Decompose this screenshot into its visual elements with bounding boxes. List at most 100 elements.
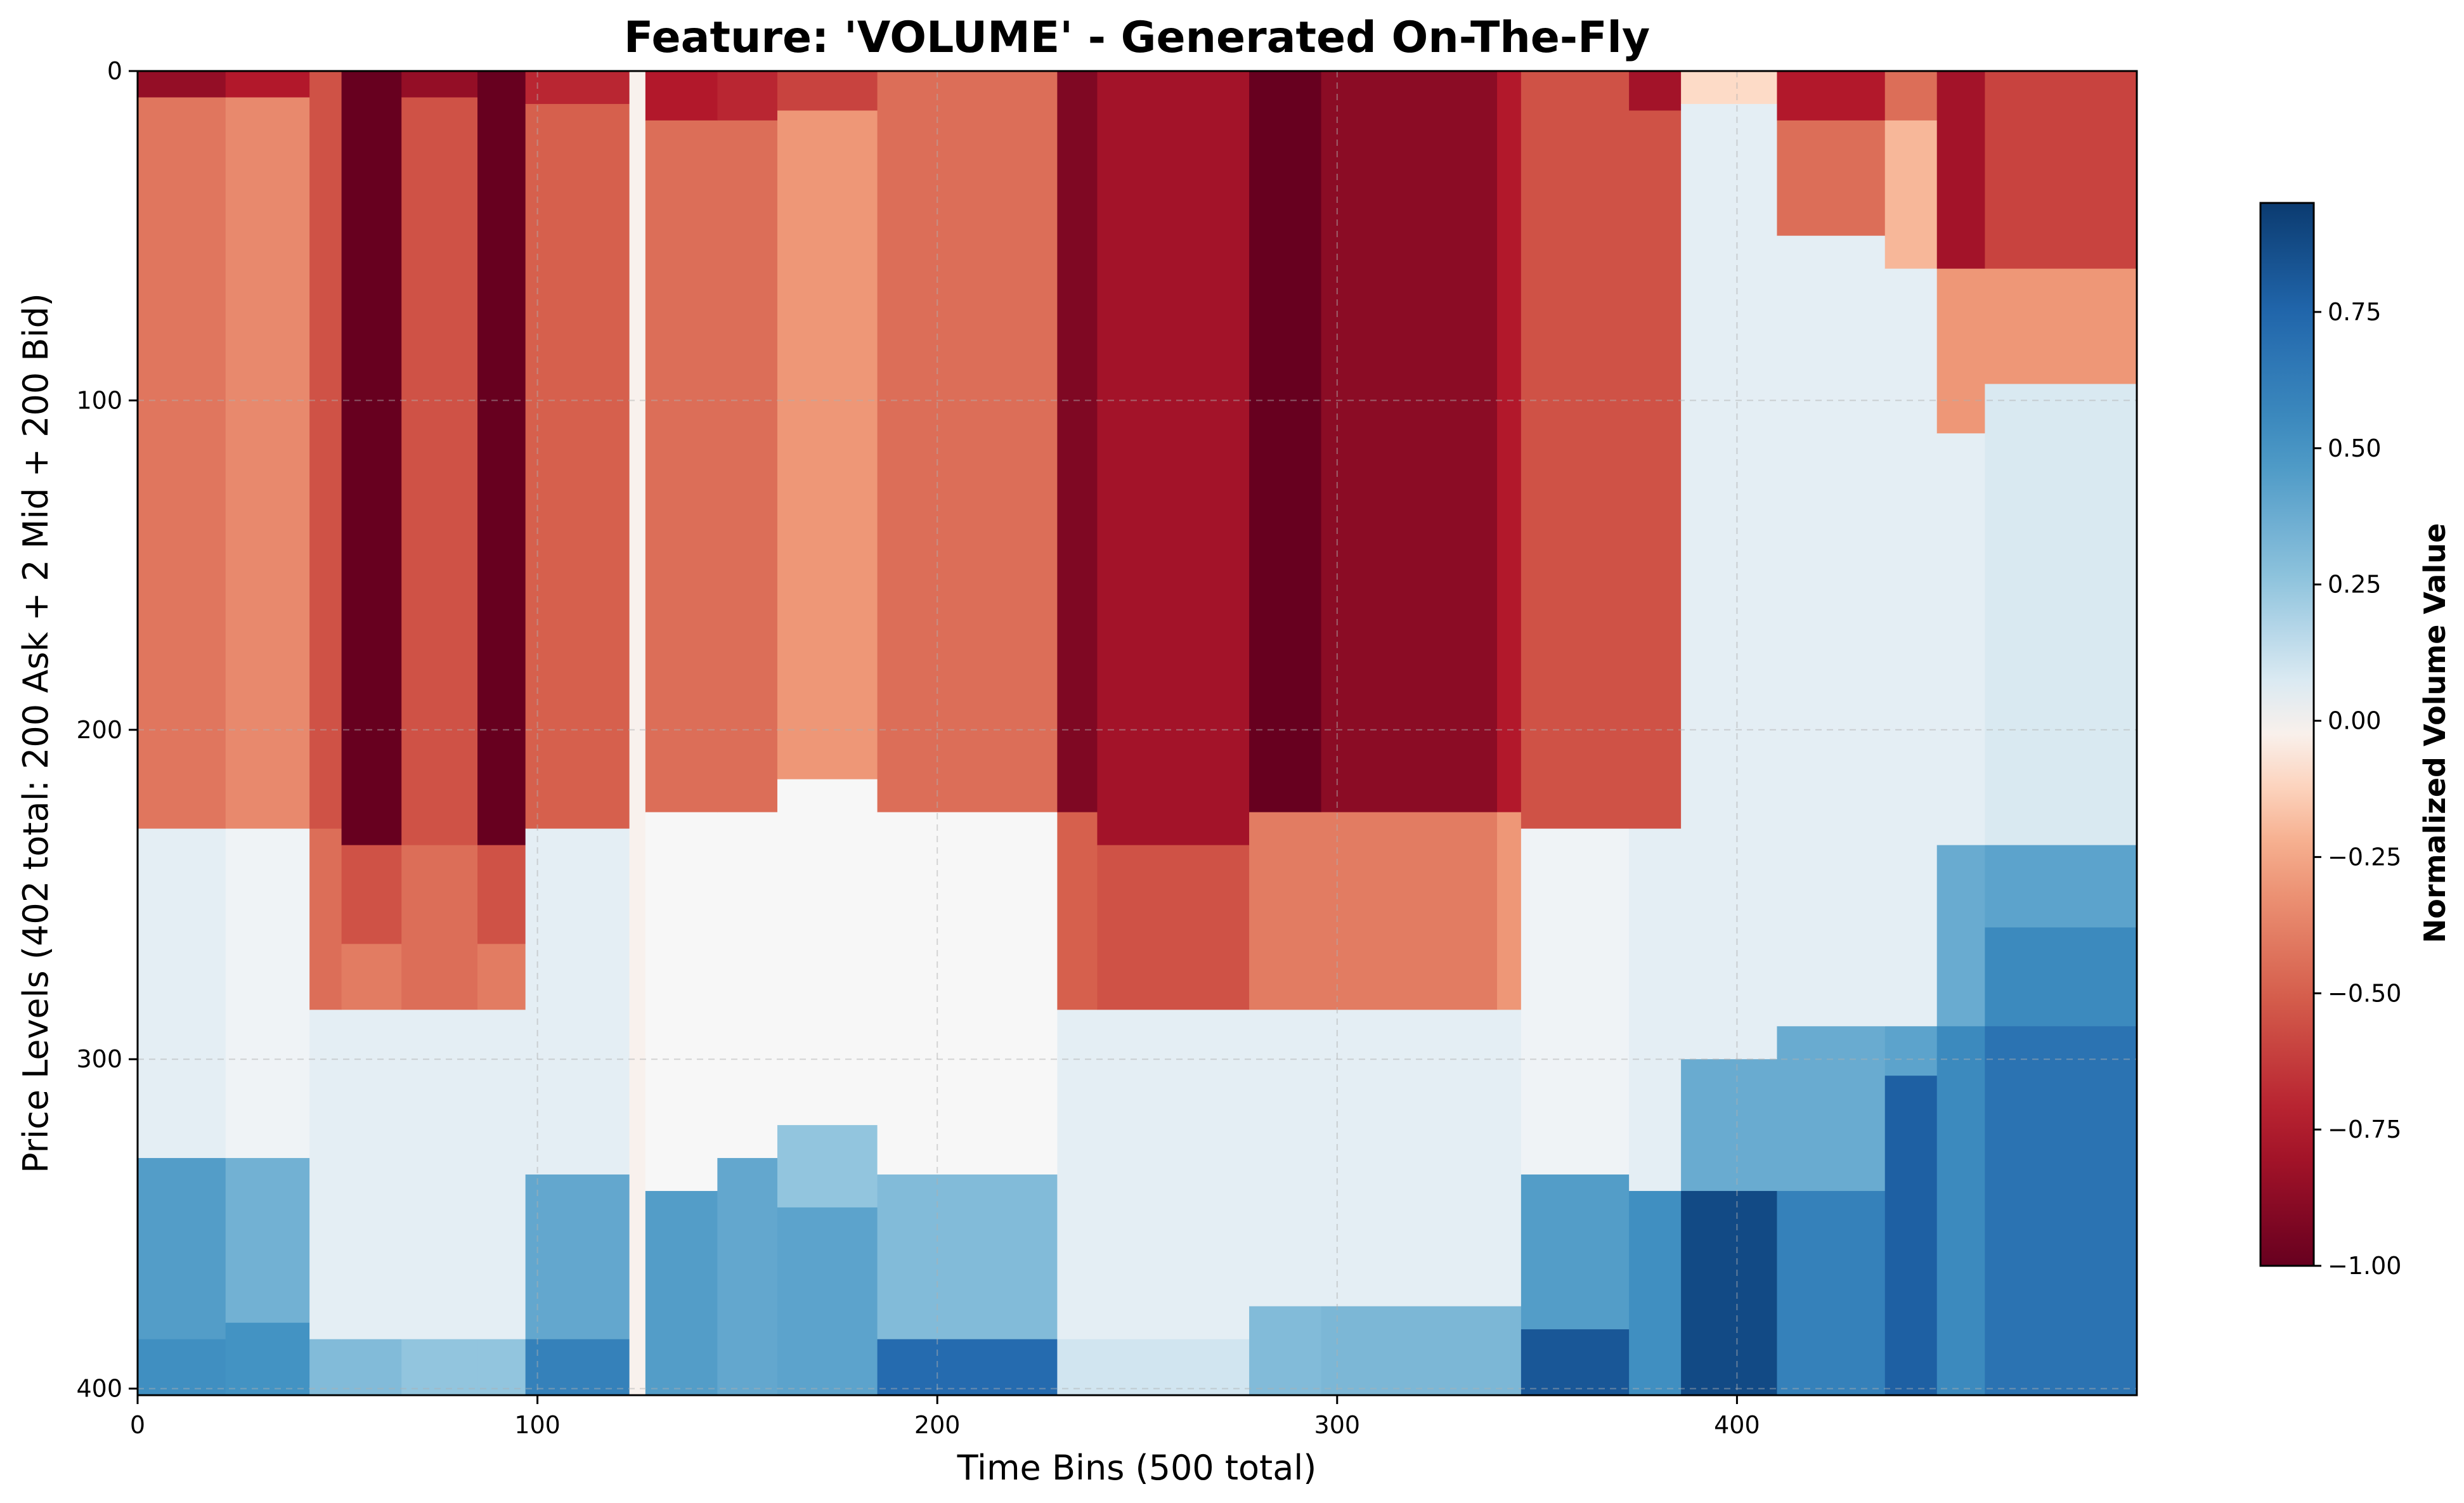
heatmap-cell [477,1010,526,1340]
y-tick-label: 200 [76,716,122,744]
heatmap-cell [401,97,478,846]
heatmap-cell [225,828,310,1159]
heatmap-cell [477,845,526,945]
heatmap-cell [1777,71,1886,121]
heatmap-cell [1936,71,1985,270]
heatmap-cell [1057,812,1098,1010]
heatmap-cell [1936,268,1985,434]
heatmap-cell [525,1339,630,1396]
heatmap-cell [717,812,778,1159]
heatmap-cell [341,71,402,846]
heatmap-cell [1249,1010,1322,1307]
x-axis: 0 100 200 300 400 [130,1395,1760,1439]
colorbar: 0.75 0.50 0.25 0.00 −0.25 −0.50 −0.75 −1.00 Nor… [2259,202,2452,1280]
heatmap-cell [1057,1339,1098,1396]
heatmap-cell [1985,1026,2137,1396]
heatmap-cell [1884,1026,1938,1076]
heatmap-cell [1936,845,1985,1027]
heatmap-cell [401,71,478,98]
colorbar-gradient [2260,203,2314,1266]
colorbar-tick-label: −0.50 [2328,979,2401,1007]
heatmap-cell [717,71,778,121]
heatmap-cell [777,1207,878,1396]
heatmap-cell [225,1322,310,1396]
heatmap-cell [225,97,310,830]
heatmap-cell [309,1339,342,1396]
heatmap-cell [525,1174,630,1340]
heatmap-cell [341,1010,402,1340]
heatmap-cell [1321,1010,1498,1307]
heatmap-cell [1936,433,1985,846]
colorbar-tick-label: −1.00 [2328,1252,2401,1280]
heatmap-cell [1521,828,1630,1175]
y-tick-label: 400 [76,1375,122,1403]
heatmap-cell [477,71,526,846]
heatmap-cell [341,845,402,945]
y-axis: 0 100 200 300 400 [76,57,138,1403]
y-tick-label: 0 [107,57,122,85]
heatmap-cell [1884,1076,1938,1396]
heatmap-cell [1777,235,1886,1027]
heatmap-cell [525,103,630,830]
x-tick-label: 400 [1714,1411,1760,1439]
heatmap-cell [525,71,630,105]
heatmap-cell [717,1158,778,1396]
heatmap-cell [1884,71,1938,121]
heatmap-cell [401,1339,478,1396]
heatmap-cell [645,812,718,1192]
heatmap-cell [138,1158,226,1340]
heatmap-cell [1985,845,2137,928]
heatmap-cell [401,845,478,1010]
heatmap-cell [629,71,646,1396]
heatmap-plot-area [136,70,2138,1396]
y-tick-label: 300 [76,1045,122,1073]
heatmap-cell [1629,828,1682,1192]
x-tick-label: 300 [1314,1411,1361,1439]
heatmap-cell [777,779,878,1126]
heatmap-cell [309,71,342,830]
heatmap-cell [1321,71,1498,813]
heatmap-cell [1097,845,1250,1010]
heatmap-cell [1985,268,2137,385]
heatmap-cell [1777,1026,1886,1192]
plot-frame [136,70,2138,1396]
x-tick-label: 100 [514,1411,561,1439]
colorbar-tick-label: −0.75 [2328,1116,2401,1143]
heatmap-cell [1057,71,1098,813]
heatmap-cell [1097,1339,1250,1396]
heatmap-cell [138,97,226,830]
colorbar-ticks: 0.75 0.50 0.25 0.00 −0.25 −0.50 −0.75 −1.00 [2314,298,2401,1280]
heatmap-cell [1097,1010,1250,1340]
heatmap-cell [1321,1306,1498,1396]
heatmap-cell [138,1339,226,1396]
y-tick-label: 100 [76,386,122,414]
heatmap-cell [1629,1190,1682,1396]
heatmap-cell [1985,384,2137,846]
heatmap-cell [1249,812,1322,1010]
colorbar-tick-label: 0.25 [2328,571,2382,599]
heatmap-cell [645,71,718,121]
heatmap-cell [1057,1010,1098,1340]
heatmap-cell [401,1010,478,1340]
heatmap-cell [1884,268,1938,1027]
heatmap-cell [1249,71,1322,813]
x-tick-label: 0 [130,1411,145,1439]
heatmap-cell [1985,71,2137,270]
heatmap-cell [877,1339,1058,1396]
heatmap-cell [877,1174,1058,1340]
heatmap-cell [1497,1306,1522,1396]
colorbar-frame [2259,202,2315,1267]
heatmap-cell [1249,1306,1322,1396]
heatmap-cell [777,71,878,111]
colorbar-tick-label: 0.75 [2328,298,2382,326]
heatmap-cell [1681,1190,1778,1396]
chart-title: Feature: 'VOLUME' - Generated On-The-Fly [624,13,1650,63]
x-tick-label: 200 [914,1411,961,1439]
heatmap-cell [1629,71,1682,111]
heatmap-cell [645,1190,718,1396]
heatmap-cell [1681,1059,1778,1192]
heatmap-cell [525,828,630,1175]
heatmap-cell [1629,110,1682,830]
heatmap-cell [1097,71,1250,846]
